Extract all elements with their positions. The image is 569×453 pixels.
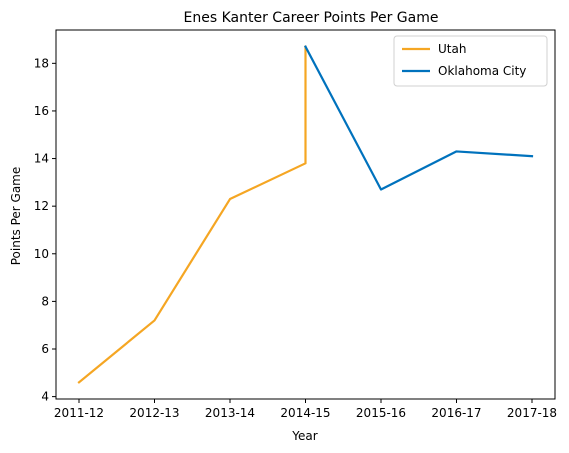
x-tick-label: 2013-14 bbox=[205, 406, 255, 420]
y-tick-label: 18 bbox=[34, 56, 49, 70]
series-line-oklahoma-city bbox=[304, 45, 534, 191]
legend-label-utah: Utah bbox=[438, 42, 466, 56]
x-tick-label: 2016-17 bbox=[431, 406, 481, 420]
x-axis-label: Year bbox=[291, 429, 317, 443]
series-line-utah bbox=[77, 45, 307, 384]
x-tick-label: 2015-16 bbox=[356, 406, 406, 420]
x-tick-label: 2017-18 bbox=[507, 406, 557, 420]
y-tick-label: 8 bbox=[41, 294, 49, 308]
chart-title: Enes Kanter Career Points Per Game bbox=[184, 10, 439, 26]
legend: Utah Oklahoma City bbox=[393, 35, 548, 87]
y-tick-label: 6 bbox=[41, 342, 49, 356]
y-tick-label: 14 bbox=[34, 152, 49, 166]
y-tick-label: 12 bbox=[34, 199, 49, 213]
plot-area: 2011-12 2012-13 2013-14 2014-15 2015-16 2016-… bbox=[34, 29, 557, 420]
x-tick-label: 2014-15 bbox=[280, 406, 330, 420]
y-tick-label: 16 bbox=[34, 104, 49, 118]
y-axis-label: Points Per Game bbox=[9, 167, 23, 266]
x-tick-label: 2012-13 bbox=[129, 406, 179, 420]
x-tick-label: 2011-12 bbox=[54, 406, 104, 420]
legend-label-oklahoma-city: Oklahoma City bbox=[438, 64, 526, 78]
y-tick-label: 10 bbox=[34, 247, 49, 261]
y-tick-label: 4 bbox=[41, 390, 49, 404]
legend-box bbox=[393, 35, 548, 87]
